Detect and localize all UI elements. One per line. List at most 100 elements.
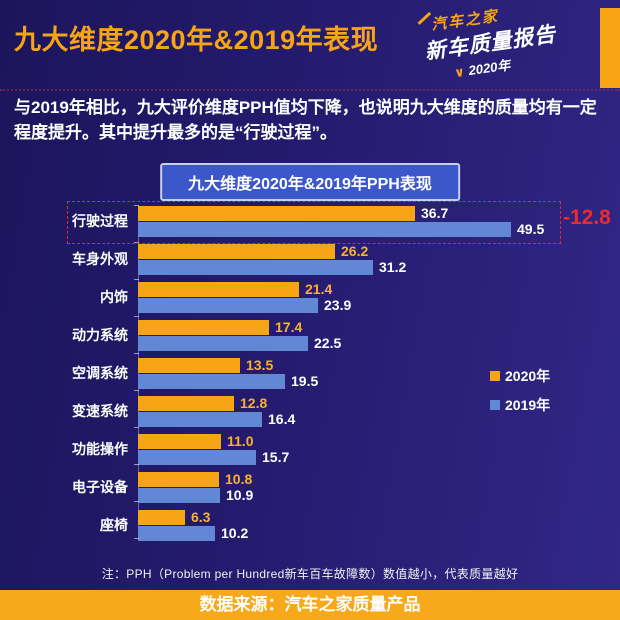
value-label: 26.2 bbox=[341, 243, 369, 259]
value-label: 13.5 bbox=[246, 357, 274, 373]
value-label: 21.4 bbox=[305, 281, 333, 297]
bar-2019年 bbox=[138, 298, 318, 313]
category-label: 车身外观 bbox=[72, 251, 128, 267]
bar-line: 49.5 bbox=[138, 222, 620, 237]
value-label: 15.7 bbox=[262, 449, 290, 465]
category-label: 电子设备 bbox=[72, 479, 128, 495]
category-label: 内饰 bbox=[100, 289, 128, 305]
bar-line: 17.4 bbox=[138, 320, 620, 335]
chart-row: 变速系统 12.8 16.4 bbox=[0, 396, 620, 428]
bar-line: 21.4 bbox=[138, 282, 620, 297]
bar-2019年 bbox=[138, 374, 285, 389]
plot-area-rows: 行驶过程 36.7 49.5 车身外观 26.2 31.2 内饰 21.4 23.9 动力系统 17… bbox=[0, 200, 620, 542]
page-title: 九大维度2020年&2019年表现 bbox=[14, 25, 379, 55]
legend-swatch-2019 bbox=[490, 400, 500, 410]
value-label: 17.4 bbox=[275, 319, 303, 335]
value-label: 11.0 bbox=[227, 433, 254, 449]
bar-2019年 bbox=[138, 526, 215, 541]
logo-swoosh-icon bbox=[417, 11, 432, 25]
bar-2019年 bbox=[138, 336, 308, 351]
bar-line: 10.2 bbox=[138, 526, 620, 541]
axis-tick bbox=[134, 279, 139, 280]
bar-2019年 bbox=[138, 222, 511, 237]
bar-line: 16.4 bbox=[138, 412, 620, 427]
chart-row: 行驶过程 36.7 49.5 bbox=[0, 206, 620, 238]
legend-item-2020: 2020年 bbox=[490, 366, 550, 386]
delta-annotation: -12.8 bbox=[563, 206, 611, 229]
chart-row: 内饰 21.4 23.9 bbox=[0, 282, 620, 314]
bar-line: 22.5 bbox=[138, 336, 620, 351]
category-bars: 36.7 49.5 bbox=[138, 206, 620, 238]
value-label: 19.5 bbox=[291, 373, 319, 389]
bar-line: 6.3 bbox=[138, 510, 620, 525]
category-label: 功能操作 bbox=[72, 441, 128, 457]
source-bar: 数据来源：汽车之家质量产品 bbox=[0, 590, 620, 620]
legend-swatch-2020 bbox=[490, 371, 500, 381]
category-bars: 21.4 23.9 bbox=[138, 282, 620, 314]
axis-tick bbox=[134, 205, 139, 206]
category-label: 空调系统 bbox=[72, 365, 128, 381]
bar-2019年 bbox=[138, 412, 262, 427]
value-label: 49.5 bbox=[517, 221, 545, 237]
highlight-box bbox=[67, 201, 561, 244]
value-label: 36.7 bbox=[421, 205, 449, 221]
bar-2020年 bbox=[138, 282, 299, 297]
value-label: 10.8 bbox=[225, 471, 253, 487]
bar-line: 10.9 bbox=[138, 488, 620, 503]
value-label: 23.9 bbox=[324, 297, 352, 313]
legend-label-2019: 2019年 bbox=[505, 397, 551, 413]
bar-2020年 bbox=[138, 244, 335, 259]
category-bars: 26.2 31.2 bbox=[138, 244, 620, 276]
category-bars: 17.4 22.5 bbox=[138, 320, 620, 352]
bar-2020年 bbox=[138, 510, 185, 525]
footnote: 注：PPH（Problem per Hundred新车百车故障数）数值越小，代表… bbox=[101, 567, 519, 581]
bar-line: 10.8 bbox=[138, 472, 620, 487]
chart-row: 功能操作 11.0 15.7 bbox=[0, 434, 620, 466]
category-bars: 6.3 10.2 bbox=[138, 510, 620, 542]
value-label: 10.9 bbox=[226, 487, 254, 503]
category-bars: 12.8 16.4 bbox=[138, 396, 620, 428]
chart-row: 电子设备 10.8 10.9 bbox=[0, 472, 620, 504]
chart-legend: 2020年 2019年 bbox=[490, 366, 550, 424]
axis-tick bbox=[134, 242, 139, 243]
chart-title-banner: 九大维度2020年&2019年PPH表现 bbox=[160, 163, 460, 201]
intro-paragraph: 与2019年相比，九大评价维度PPH值均下降，也说明九大维度的质量均有一定程度提… bbox=[14, 98, 597, 142]
bar-line: 31.2 bbox=[138, 260, 620, 275]
axis-tick bbox=[134, 501, 139, 502]
chart-row: 空调系统 13.5 19.5 bbox=[0, 358, 620, 390]
bar-chart: 行驶过程 36.7 49.5 车身外观 26.2 31.2 内饰 21.4 23.9 动力系统 17… bbox=[0, 200, 620, 546]
value-label: 22.5 bbox=[314, 335, 342, 351]
category-bars: 11.0 15.7 bbox=[138, 434, 620, 466]
axis-tick bbox=[134, 353, 139, 354]
category-label: 行驶过程 bbox=[72, 213, 128, 229]
category-label: 动力系统 bbox=[72, 327, 128, 343]
header: 九大维度2020年&2019年表现 汽车之家 新车质量报告 ∨ 2020年 bbox=[0, 0, 620, 91]
axis-tick bbox=[134, 316, 139, 317]
chart-row: 座椅 6.3 10.2 bbox=[0, 510, 620, 542]
category-bars: 13.5 19.5 bbox=[138, 358, 620, 390]
bar-line: 15.7 bbox=[138, 450, 620, 465]
category-label: 座椅 bbox=[100, 517, 128, 533]
category-label: 变速系统 bbox=[72, 403, 128, 419]
logo-year-text: 2020年 bbox=[467, 57, 512, 79]
value-label: 16.4 bbox=[268, 411, 296, 427]
bar-2020年 bbox=[138, 396, 234, 411]
bar-line: 26.2 bbox=[138, 244, 620, 259]
bar-line: 23.9 bbox=[138, 298, 620, 313]
chart-row: 动力系统 17.4 22.5 bbox=[0, 320, 620, 352]
axis-tick bbox=[134, 390, 139, 391]
bar-2020年 bbox=[138, 358, 240, 373]
legend-label-2020: 2020年 bbox=[505, 368, 551, 384]
category-bars: 10.8 10.9 bbox=[138, 472, 620, 504]
axis-tick bbox=[134, 464, 139, 465]
value-label: 12.8 bbox=[240, 395, 268, 411]
logo-check-icon: ∨ bbox=[453, 63, 466, 81]
axis-tick bbox=[134, 538, 139, 539]
bar-2020年 bbox=[138, 434, 221, 449]
bar-2020年 bbox=[138, 206, 415, 221]
bar-2019年 bbox=[138, 488, 220, 503]
axis-tick bbox=[134, 427, 139, 428]
bar-2019年 bbox=[138, 450, 256, 465]
chart-row: 车身外观 26.2 31.2 bbox=[0, 244, 620, 276]
